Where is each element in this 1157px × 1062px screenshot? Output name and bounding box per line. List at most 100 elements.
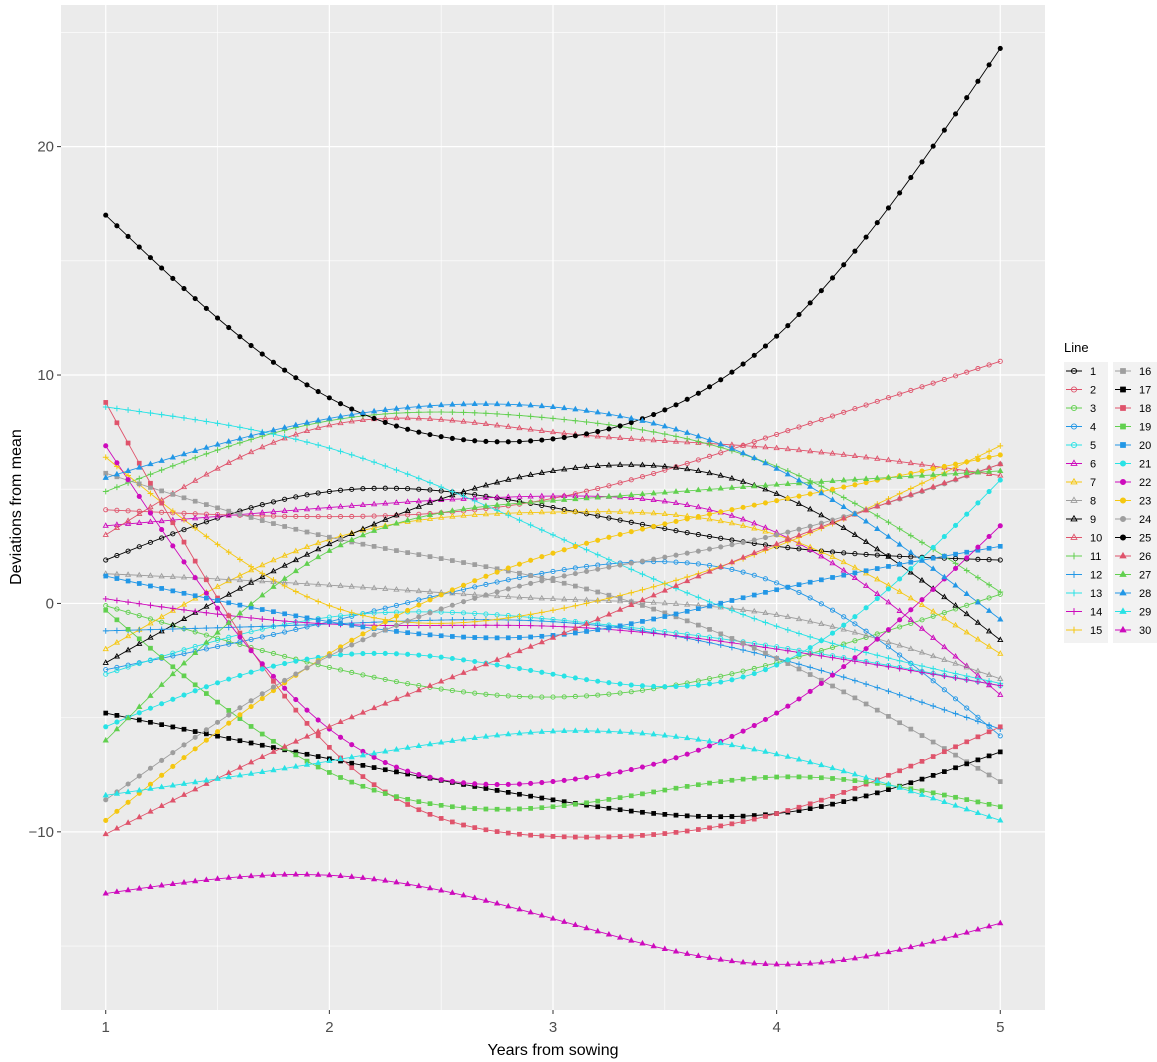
series-27-point (985, 468, 993, 474)
series-26-point (739, 554, 747, 560)
legend-key-22: 22 (1115, 477, 1151, 489)
series-3-point (237, 641, 243, 648)
series-18-point (975, 734, 981, 740)
series-8-point (493, 592, 501, 599)
legend-key-marker (1070, 459, 1078, 466)
series-23-point (416, 602, 422, 608)
series-14-point (673, 632, 679, 639)
series-17-point (707, 814, 712, 819)
series-29-point (885, 780, 892, 787)
series-29-point (113, 790, 121, 796)
series-19-point (729, 777, 735, 783)
series-21-point (651, 683, 657, 689)
series-9-point (616, 461, 624, 467)
series-26-point (672, 582, 680, 588)
series-27-point (572, 495, 579, 502)
series-points (102, 45, 1004, 967)
series-29-point (303, 761, 311, 767)
series-21-point (304, 656, 310, 662)
series-23-point (382, 619, 388, 625)
series-10-point (281, 434, 288, 441)
series-4-point (125, 662, 131, 668)
series-18-point (662, 831, 668, 836)
series-11-point (158, 467, 165, 473)
series-22-point (695, 747, 701, 753)
series-12-point (102, 627, 109, 634)
series-17-point (986, 753, 992, 759)
series-22-point (159, 527, 165, 533)
series-17-point (662, 812, 668, 817)
series-21-point (539, 669, 545, 675)
series-26-point (270, 748, 277, 754)
series-25-point (684, 396, 690, 402)
series-19-point (584, 800, 589, 806)
series-30-point (572, 921, 579, 928)
legend-label: 11 (1090, 551, 1101, 563)
series-27-point (706, 485, 713, 492)
series-14-point (963, 677, 970, 683)
series-27-point (214, 629, 221, 635)
series-4-point (930, 678, 936, 684)
series-26-point (393, 695, 400, 702)
series-3-point (270, 650, 277, 657)
series-1-point (293, 494, 299, 500)
series-29-point (236, 771, 244, 778)
series-12-point (136, 627, 143, 633)
series-23-point (449, 587, 455, 593)
series-24-point (192, 734, 198, 740)
series-25-point (304, 382, 310, 388)
series-29-point (974, 809, 982, 816)
series-11-point (885, 519, 892, 526)
series-28-point (583, 407, 590, 413)
series-7-point (482, 510, 490, 517)
series-26-point (203, 780, 210, 786)
series-12-point (248, 623, 254, 630)
series-16-point (651, 606, 656, 612)
series-6-point (941, 643, 948, 650)
series-7-point (147, 619, 154, 626)
series-19-point (505, 806, 511, 812)
series-28-point (974, 598, 982, 605)
series-21-point (807, 645, 813, 651)
series-16-point (707, 627, 712, 632)
series-12-point (907, 695, 914, 702)
series-12-point (147, 626, 154, 633)
series-27-point (303, 560, 311, 566)
series-28-point (438, 401, 445, 408)
series-12-point (896, 691, 903, 698)
series-11-point (427, 409, 433, 415)
series-28-point (203, 444, 210, 450)
series-30-point (963, 929, 970, 935)
series-30-point (952, 932, 959, 938)
series-28-point (952, 581, 959, 588)
series-30-point (650, 942, 657, 949)
series-11-point (561, 416, 568, 423)
series-3-point (438, 686, 444, 692)
series-24-point (516, 583, 523, 589)
series-28-point (695, 432, 702, 439)
series-7-point (974, 635, 982, 642)
series-22-point (516, 781, 523, 787)
series-26-point (516, 647, 523, 654)
series-19-point (651, 789, 656, 795)
series-14-point (617, 627, 623, 634)
series-25-point (159, 265, 165, 271)
legend-key-3: 3 (1066, 403, 1096, 415)
series-29-point (941, 798, 948, 805)
series-9-point (236, 585, 244, 591)
series-1-point (382, 485, 388, 491)
series-9-point (728, 474, 736, 481)
series-24-point (729, 542, 735, 548)
x-tick-label: 5 (996, 1019, 1004, 1036)
series-26-point (930, 483, 937, 489)
series-6-point (415, 497, 422, 504)
series-6-point (203, 513, 210, 520)
series-16-point (897, 720, 902, 726)
series-10-point (997, 471, 1004, 478)
series-13-point (169, 413, 176, 420)
series-8-point (963, 663, 970, 670)
series-28-point (963, 590, 970, 596)
series-15-point (304, 593, 310, 600)
series-1-point (259, 502, 265, 508)
series-27-point (471, 504, 478, 510)
